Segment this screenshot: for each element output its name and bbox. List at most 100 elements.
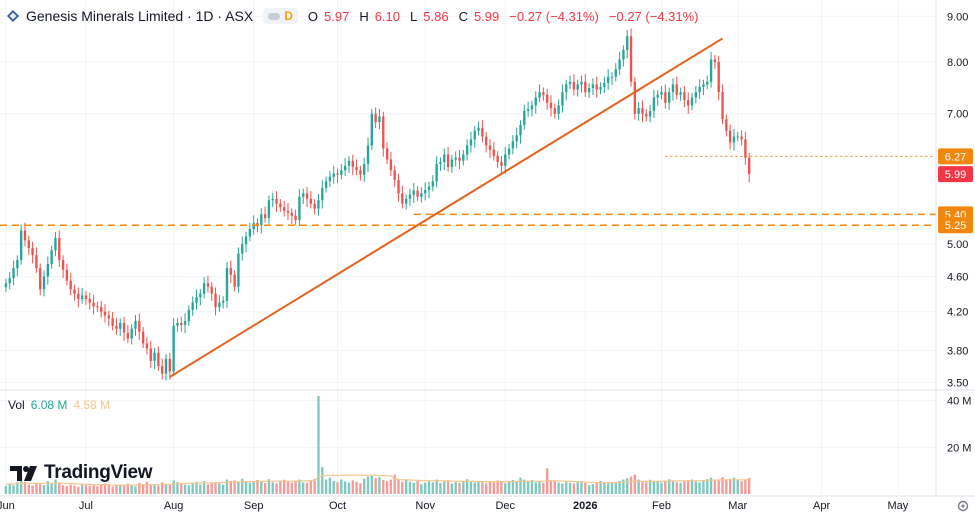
visibility-toggle-icon[interactable]	[268, 12, 281, 20]
candle-body	[355, 167, 358, 171]
volume-bar	[404, 479, 408, 494]
candle-body	[27, 240, 30, 249]
ohlc-high-key: H	[359, 8, 369, 24]
volume-bar	[343, 481, 347, 494]
candle-body	[412, 190, 415, 195]
volume-bar	[683, 481, 686, 494]
volume-bar	[576, 482, 579, 494]
candle-body	[424, 189, 427, 194]
volume-bar	[336, 482, 339, 494]
trendline[interactable]	[169, 37, 724, 378]
candle-body	[84, 295, 88, 300]
volume-bar	[366, 476, 370, 494]
volume-bar	[469, 481, 473, 494]
volume-bar	[191, 483, 194, 494]
interval-letter: D	[284, 9, 293, 23]
candle-body	[157, 352, 160, 367]
tradingview-logo-icon	[10, 466, 37, 481]
candle-body	[58, 237, 61, 260]
volume-bar	[286, 481, 290, 494]
volume-bar	[748, 478, 751, 494]
volume-bar	[176, 482, 179, 494]
candle-body	[260, 214, 263, 226]
tradingview-logo-text: TradingView	[44, 462, 153, 483]
candle-body	[164, 358, 168, 374]
candle-body	[248, 228, 252, 237]
volume-bar	[401, 481, 404, 494]
volume-bar	[58, 483, 61, 494]
candle-body	[435, 163, 438, 182]
volume-bar	[382, 480, 385, 494]
volume-bar	[138, 482, 141, 494]
symbol-title[interactable]: Genesis Minerals Limited · 1D · ASX	[26, 8, 254, 24]
volume-bar	[732, 477, 736, 494]
volume-bar	[202, 481, 206, 494]
candle-body	[252, 223, 255, 229]
volume-bar	[744, 479, 747, 494]
candle-body	[343, 165, 347, 171]
volume-bar	[206, 484, 210, 494]
price-tick-label: 3.50	[947, 377, 968, 389]
candle-body	[443, 154, 446, 163]
interval-badge[interactable]: D	[263, 8, 298, 24]
volume-bar	[157, 485, 160, 494]
volume-bar	[313, 479, 316, 494]
volume-bar	[652, 480, 656, 494]
volume-bar	[694, 481, 698, 494]
candle-body	[690, 97, 694, 106]
candle-body	[542, 92, 545, 95]
candle-body	[656, 94, 659, 98]
volume-bar	[462, 480, 465, 494]
candle-body	[420, 193, 423, 197]
volume-bar	[321, 467, 324, 494]
candle-body	[675, 84, 678, 95]
horizontal-levels[interactable]	[0, 155, 936, 226]
volume-bar	[65, 486, 69, 494]
volume-bar	[385, 481, 389, 494]
volume-bar	[221, 484, 225, 494]
candle-body	[679, 92, 682, 95]
volume-bar	[210, 482, 213, 494]
candle-body	[465, 145, 469, 155]
candle-body	[115, 325, 118, 329]
volume-bar	[538, 481, 541, 494]
volume-bar	[305, 482, 309, 494]
candle-body	[191, 302, 194, 310]
candle-body	[469, 139, 473, 146]
volume-bar	[420, 484, 423, 494]
volume-label[interactable]: Vol	[8, 398, 25, 412]
candle-body	[660, 92, 663, 95]
candle-body	[286, 210, 290, 213]
tradingview-logo[interactable]: TradingView	[10, 462, 153, 484]
candle-body	[46, 264, 50, 277]
volume-bar	[149, 483, 152, 494]
volume-bar	[690, 479, 694, 494]
candle-body	[485, 136, 488, 146]
candle-body	[736, 136, 739, 138]
volume-bar	[408, 481, 412, 494]
candle-body	[702, 84, 705, 87]
candle-body	[561, 92, 564, 106]
candle-body	[687, 100, 690, 106]
candle-body	[568, 81, 572, 85]
candle-body	[709, 59, 713, 82]
volume-bar	[294, 481, 297, 494]
candle-body	[385, 148, 389, 160]
time-tick-label: Jun	[0, 500, 15, 512]
volume-bar	[728, 478, 732, 494]
trendline-line	[169, 37, 724, 378]
volume-bar	[50, 483, 53, 494]
candle-body	[141, 331, 145, 344]
settings-gear-icon[interactable]	[957, 500, 969, 512]
volume-bar	[740, 481, 743, 494]
volume-bar	[412, 482, 415, 494]
candle-body	[271, 198, 274, 201]
volume-bar	[450, 483, 454, 494]
candle-body	[282, 207, 286, 211]
volume-bar	[73, 485, 76, 494]
volume-bar	[282, 479, 286, 494]
candle-body	[12, 268, 15, 279]
